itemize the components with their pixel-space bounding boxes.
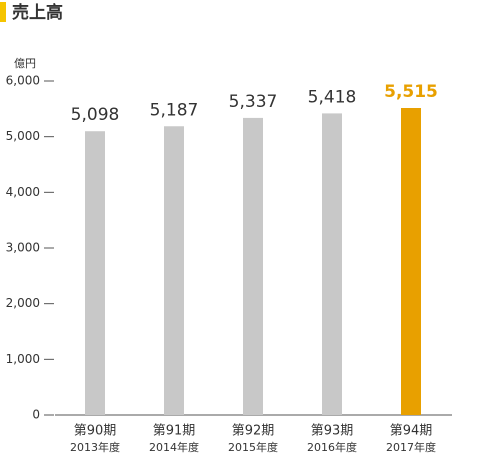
y-tick-label: 0 (32, 408, 40, 422)
title-marker (0, 2, 6, 22)
value-label: 5,515 (384, 82, 438, 102)
y-tick-label: 3,000 (6, 241, 40, 255)
value-label: 5,337 (229, 92, 278, 112)
x-tick-label: 第92期 (232, 424, 275, 439)
x-tick-label: 第91期 (153, 424, 196, 439)
value-label: 5,098 (71, 105, 120, 125)
value-label: 5,187 (150, 100, 199, 120)
x-tick-sublabel: 2015年度 (228, 440, 278, 454)
bar (322, 113, 342, 415)
x-tick-label: 第90期 (74, 424, 117, 439)
x-tick-sublabel: 2017年度 (386, 440, 436, 454)
y-tick-label: 5,000 (6, 129, 40, 143)
x-tick-sublabel: 2014年度 (149, 440, 199, 454)
x-tick-label: 第93期 (311, 424, 354, 439)
x-tick-label: 第94期 (390, 424, 433, 439)
x-tick-sublabel: 2016年度 (307, 440, 357, 454)
bar (243, 117, 263, 416)
y-tick-label: 6,000 (6, 74, 40, 88)
value-label: 5,418 (308, 87, 357, 107)
bar (85, 131, 105, 415)
y-tick-label: 1,000 (6, 352, 40, 366)
chart-title: 売上高 (12, 2, 63, 23)
bar (164, 126, 184, 415)
x-tick-sublabel: 2013年度 (70, 440, 120, 454)
y-tick-label: 2,000 (6, 296, 40, 310)
y-tick-label: 4,000 (6, 185, 40, 199)
bar (401, 107, 421, 415)
unit-label: 億円 (14, 57, 36, 70)
